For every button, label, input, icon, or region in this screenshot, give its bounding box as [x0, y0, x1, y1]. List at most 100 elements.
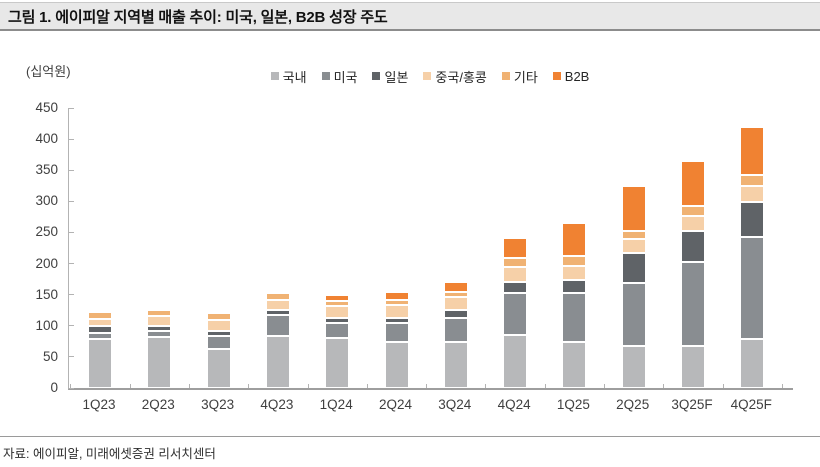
y-axis-tick	[69, 325, 74, 327]
x-axis-tick-label: 1Q24	[319, 397, 353, 412]
bar-segment	[443, 282, 468, 292]
bar-segment	[681, 160, 705, 206]
y-axis-tick	[69, 107, 74, 109]
y-axis-tick	[69, 169, 74, 171]
y-axis-tick-label: 400	[35, 131, 58, 147]
y-axis-tick-label: 200	[35, 255, 58, 271]
bar-segment	[206, 319, 231, 332]
y-axis-tick-label: 100	[35, 317, 58, 333]
chart-plot-area	[68, 107, 793, 390]
bar-segment	[681, 230, 705, 263]
bar-segment	[265, 310, 290, 315]
bar-segment	[147, 331, 172, 337]
bar-segment	[206, 313, 231, 320]
bar-segment	[88, 312, 112, 319]
bar-segment	[503, 266, 528, 282]
x-axis-tick	[722, 384, 724, 388]
y-axis-tick	[69, 200, 74, 202]
y-axis-tick-label: 250	[35, 224, 58, 240]
y-axis-tick	[69, 138, 74, 140]
y-axis-tick-label: 450	[35, 100, 58, 115]
bar-segment	[503, 257, 528, 267]
y-axis-tick-label: 0	[50, 380, 58, 395]
bar-segment	[740, 236, 765, 339]
bar-segment	[562, 280, 587, 294]
x-axis-tick-label: 4Q24	[497, 397, 531, 412]
x-axis-tick-label: 3Q24	[438, 397, 472, 412]
bar-segment	[265, 314, 290, 337]
bar-segment	[147, 336, 172, 388]
bar-segment	[443, 341, 468, 388]
bar-segment	[562, 266, 587, 281]
bar-segment	[88, 318, 112, 327]
legend-label: 기타	[513, 69, 538, 85]
x-axis-tick-label: 2Q24	[378, 397, 413, 412]
legend-swatch-icon	[552, 72, 561, 80]
bar-segment	[621, 283, 646, 346]
bar-segment	[562, 341, 587, 388]
x-axis-tick	[366, 384, 368, 388]
bar-segment	[325, 295, 350, 301]
x-axis-tick	[485, 384, 487, 388]
bar-segment	[621, 185, 646, 231]
legend-swatch-icon	[321, 72, 330, 80]
bar-segment	[147, 326, 172, 332]
figure-title: 그림 1. 에이피알 지역별 매출 추이: 미국, 일본, B2B 성장 주도	[8, 8, 388, 26]
legend-item-5: 기타	[501, 67, 538, 86]
x-axis-tick-label: 2Q25	[616, 397, 650, 412]
y-axis-tick-label: 300	[35, 193, 58, 209]
x-axis-tick	[544, 384, 546, 388]
source-note: 자료: 에이피알, 미래에셋증권 리서치센터	[3, 447, 216, 461]
legend-item-2: 미국	[321, 67, 358, 86]
x-axis-tick	[129, 384, 131, 388]
legend-swatch-icon	[423, 72, 432, 80]
bar-segment	[206, 331, 231, 337]
y-axis-tick	[69, 263, 74, 265]
bar-segment	[147, 309, 172, 316]
bar-segment	[681, 216, 705, 231]
bar-segment	[503, 281, 528, 293]
bar-segment	[325, 317, 350, 324]
bar-segment	[740, 174, 765, 187]
x-axis-tick-label: 3Q23	[201, 397, 235, 412]
bar-segment	[740, 127, 765, 175]
legend-label: 국내	[282, 69, 307, 85]
bar-segment	[503, 292, 528, 336]
x-axis-tick	[70, 384, 72, 388]
bar-segment	[740, 338, 765, 388]
bar-segment	[562, 223, 587, 257]
bar-segment	[562, 256, 587, 267]
bar-segment	[740, 186, 765, 202]
y-axis-unit-label: (십억원)	[26, 64, 71, 79]
bar-segment	[740, 201, 765, 237]
x-axis-tick-label: 3Q25F	[671, 397, 713, 412]
bar-segment	[681, 205, 705, 217]
legend-item-6: B2B	[552, 69, 589, 84]
legend-label: 미국	[333, 69, 358, 85]
bar-segment	[384, 317, 409, 324]
x-axis-tick-label: 4Q23	[260, 397, 294, 412]
bar-segment	[384, 304, 409, 318]
footer-divider	[0, 436, 820, 437]
bar-segment	[503, 335, 528, 388]
x-axis-tick	[426, 384, 428, 388]
legend-item-1: 국내	[270, 67, 307, 86]
bar-segment	[621, 230, 646, 239]
legend-item-4: 중국/홍콩	[423, 67, 487, 86]
bar-segment	[88, 339, 112, 388]
x-axis-tick-label: 2Q23	[141, 397, 175, 412]
x-axis-tick	[604, 384, 606, 388]
bar-segment	[325, 323, 350, 339]
figure-title-bar: 그림 1. 에이피알 지역별 매출 추이: 미국, 일본, B2B 성장 주도	[0, 2, 820, 31]
y-axis-tick	[69, 356, 74, 358]
bar-segment	[325, 305, 350, 318]
bar-segment	[265, 292, 290, 301]
legend-swatch-icon	[501, 72, 510, 80]
bar-segment	[384, 341, 409, 388]
bar-segment	[443, 310, 468, 319]
legend-item-3: 일본	[372, 67, 408, 86]
bar-segment	[681, 262, 705, 347]
chart-legend: 국내 미국 일본 중국/홍콩 기타 B2B	[68, 67, 792, 85]
bar-segment	[621, 345, 646, 388]
x-axis-tick-label: 1Q25	[556, 397, 590, 412]
